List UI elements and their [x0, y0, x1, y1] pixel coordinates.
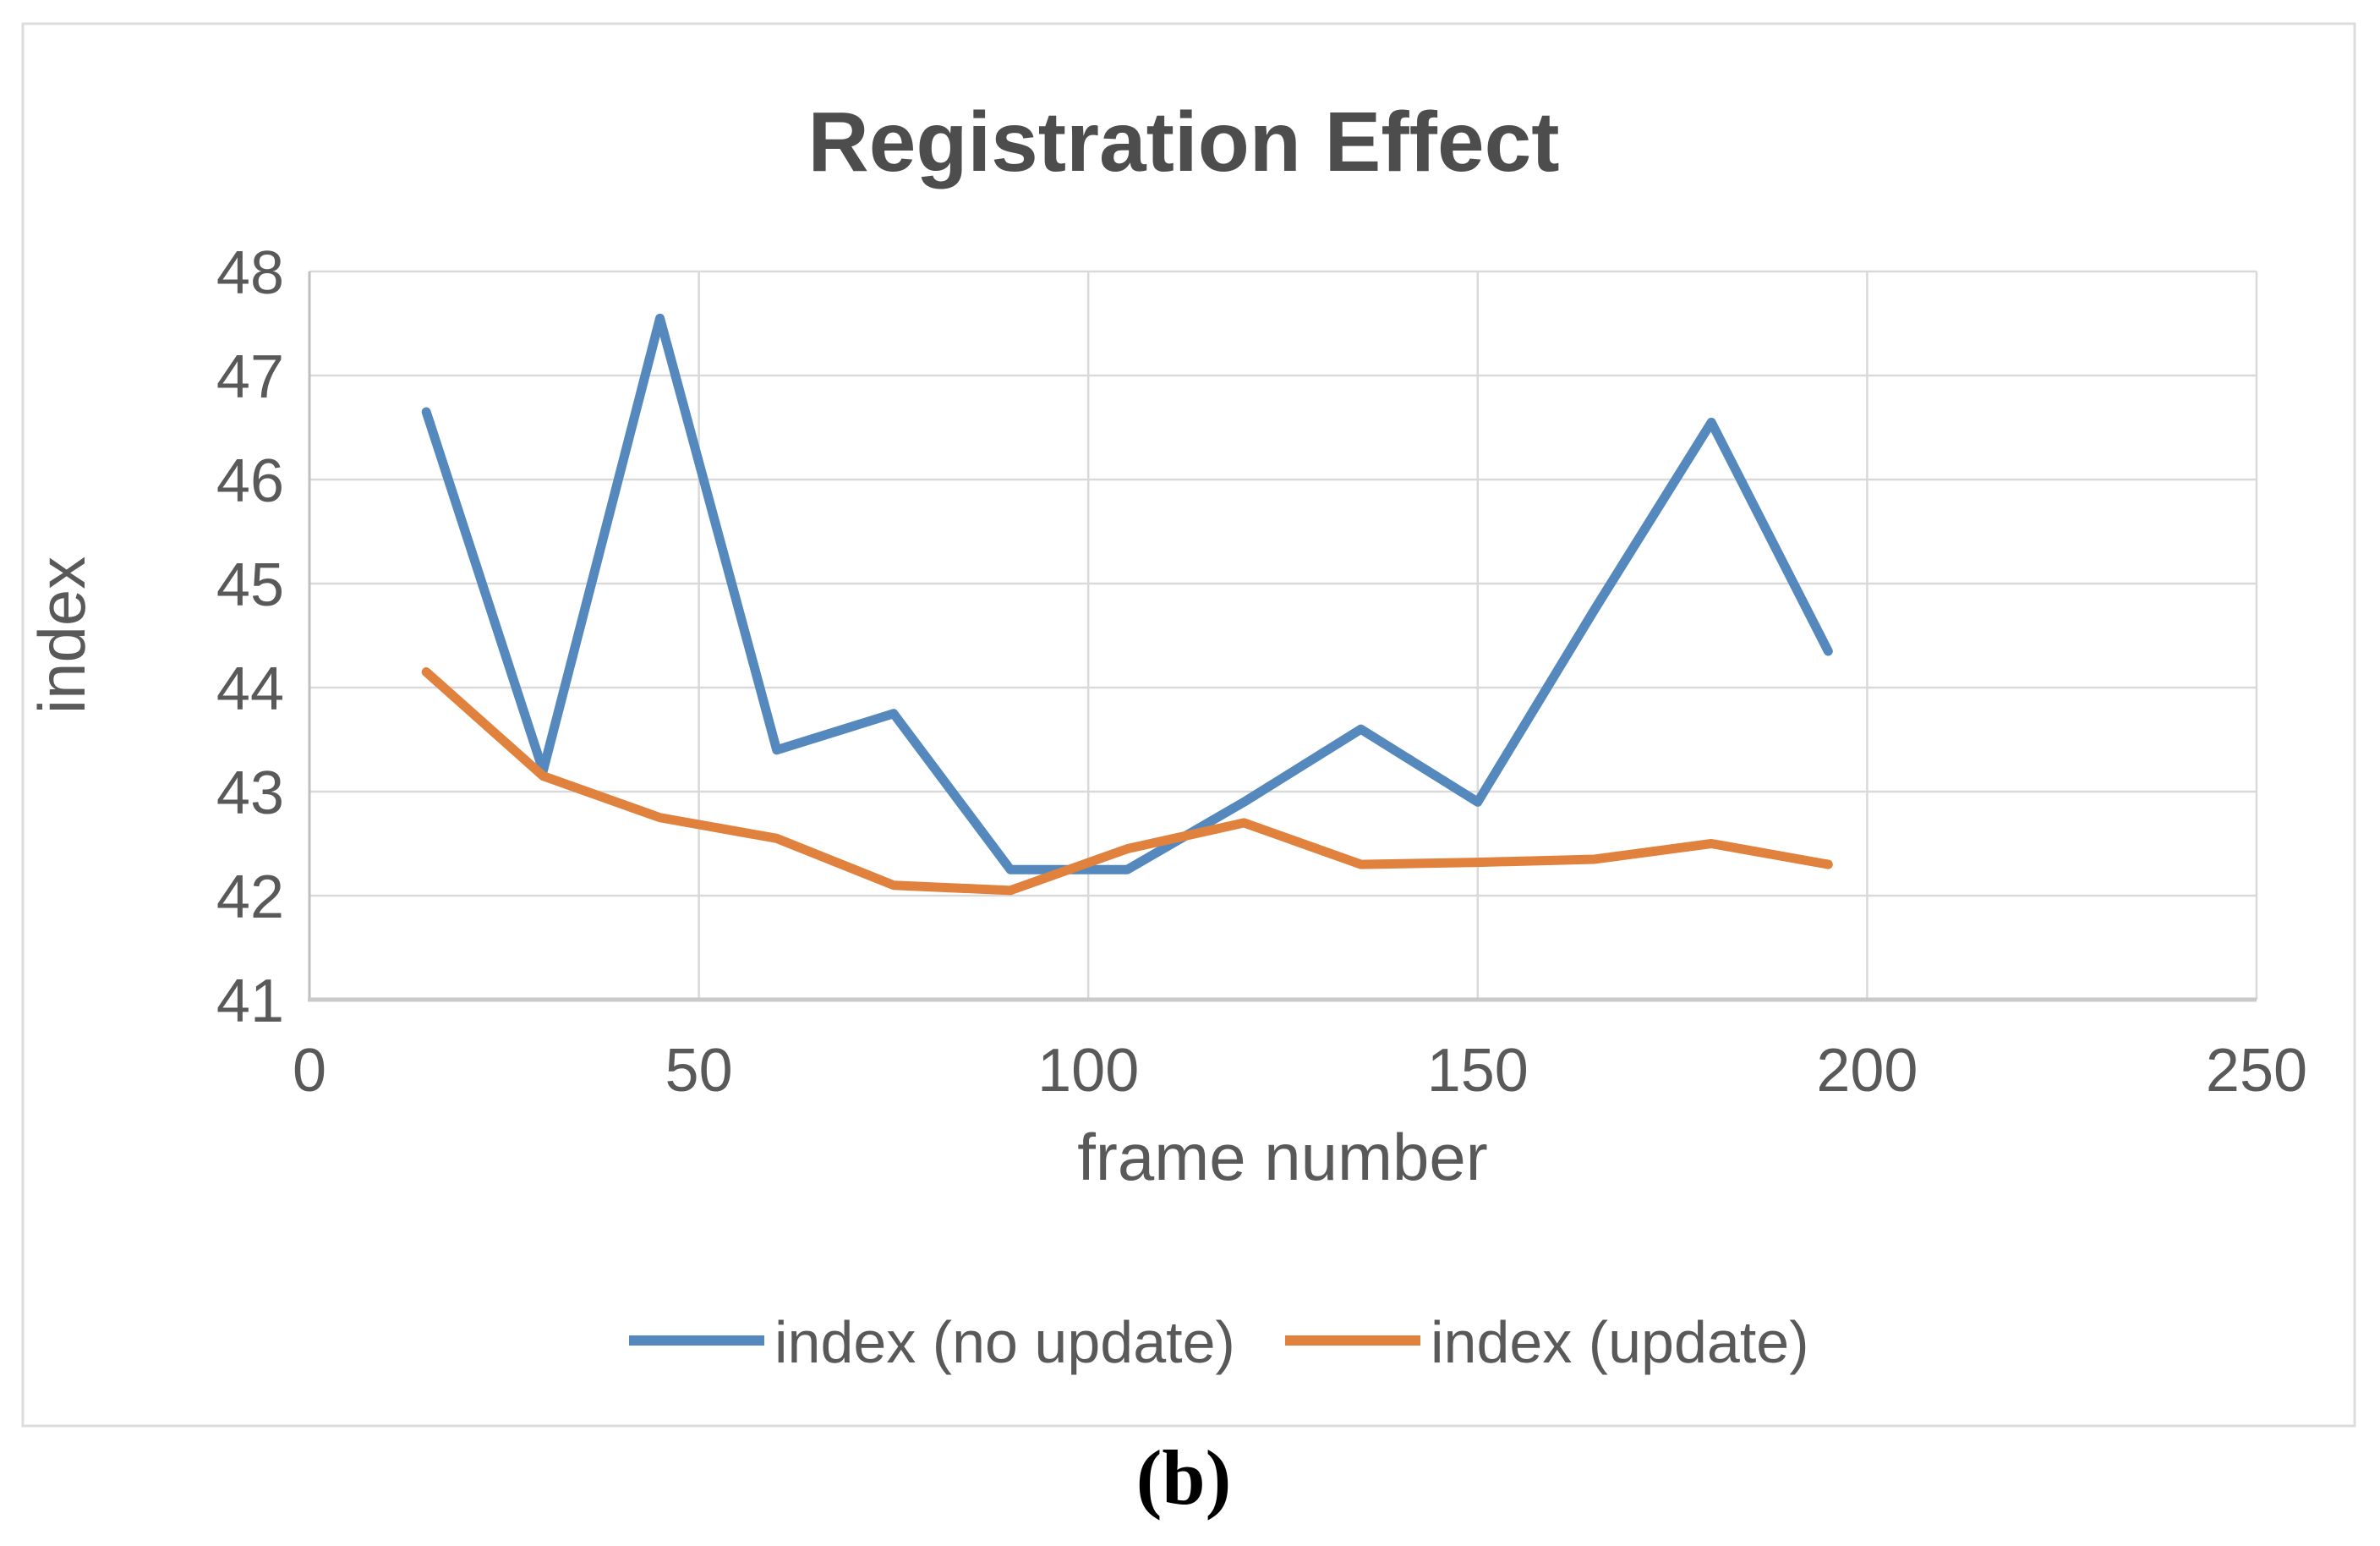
x-tick-label: 50 [665, 1037, 733, 1105]
x-tick-label: 100 [1037, 1037, 1139, 1105]
x-tick-label: 200 [1816, 1037, 1918, 1105]
y-tick-label: 45 [216, 551, 284, 619]
plot-area: 41 42 43 44 45 46 47 48 0 50 100 150 200 250 [216, 239, 2307, 1105]
y-tick-label: 48 [216, 239, 284, 307]
y-tick-label: 41 [216, 968, 284, 1035]
x-tick-label: 150 [1427, 1037, 1529, 1105]
series-line-1 [421, 667, 1833, 896]
y-tick-label: 43 [216, 759, 284, 827]
y-tick-label: 46 [216, 447, 284, 515]
chart-frame [21, 22, 2356, 1428]
chart-title: Registration Effect [807, 95, 1559, 189]
x-tick-label: 0 [293, 1037, 326, 1105]
x-axis-title: frame number [1077, 1120, 1488, 1194]
y-tick-label: 47 [216, 343, 284, 411]
legend: index (no update) index (update) [629, 1309, 1809, 1375]
x-tick-label: 250 [2206, 1037, 2307, 1105]
y-axis-title: index [25, 556, 99, 714]
series-line-0 [421, 313, 1833, 874]
legend-label-0: index (no update) [774, 1309, 1235, 1375]
legend-label-1: index (update) [1431, 1309, 1809, 1375]
y-tick-label: 42 [216, 863, 284, 931]
figure-caption: (b) [1136, 1434, 1231, 1521]
y-tick-label: 44 [216, 655, 284, 723]
